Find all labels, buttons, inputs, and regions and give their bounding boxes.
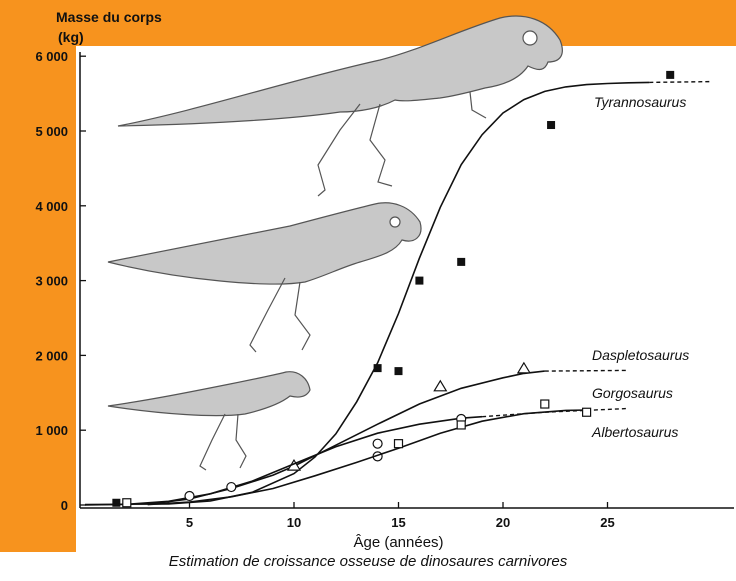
data-point xyxy=(516,361,531,374)
series-label: Albertosaurus xyxy=(591,424,678,440)
series-line xyxy=(147,409,587,506)
y-tick-label: 0 xyxy=(61,498,68,513)
series-line xyxy=(84,415,483,506)
data-point xyxy=(540,399,550,409)
x-tick-label: 15 xyxy=(391,515,405,530)
data-point xyxy=(433,379,448,392)
series-layer: Tyrannosaurus Daspletosaurus Gorgosaurus Al… xyxy=(84,70,713,508)
data-point xyxy=(457,257,466,266)
data-point xyxy=(415,276,424,285)
x-axis-label: Âge (années) xyxy=(353,534,443,551)
series-line xyxy=(84,81,650,506)
x-tick-label: 20 xyxy=(496,515,510,530)
daspletosaurus-skeleton-icon xyxy=(107,202,422,353)
labels-layer: Masse du corps (kg) Âge (années) xyxy=(56,9,444,551)
y-tick-label: 3 000 xyxy=(35,274,68,289)
data-point xyxy=(547,121,556,130)
series-extension-line xyxy=(544,369,629,372)
data-point xyxy=(122,498,132,508)
y-tick-label: 5 000 xyxy=(35,124,68,139)
series-extension-line xyxy=(482,407,629,418)
growth-chart: 0 1 000 2 000 3 000 4 000 5 000 6 000 5 10 15 20 2… xyxy=(35,9,734,551)
x-tick-label: 10 xyxy=(287,515,301,530)
data-point xyxy=(666,70,675,79)
data-point xyxy=(373,364,382,373)
gorgosaurus-skeleton-icon xyxy=(107,371,311,471)
series-label: Daspletosaurus xyxy=(592,347,689,363)
data-point xyxy=(184,490,195,502)
data-point xyxy=(394,367,403,376)
x-ticks: 5 10 15 20 25 xyxy=(186,502,615,530)
data-point xyxy=(112,498,121,507)
y-ticks: 0 1 000 2 000 3 000 4 000 5 000 6 000 xyxy=(35,49,86,513)
x-tick-label: 25 xyxy=(600,515,614,530)
data-point xyxy=(372,438,383,449)
series-extension-line xyxy=(649,80,713,84)
y-tick-label: 6 000 xyxy=(35,49,68,64)
y-axis-unit-label: (kg) xyxy=(58,29,84,45)
y-axis-label: Masse du corps xyxy=(56,9,162,25)
series-label: Tyrannosaurus xyxy=(594,94,686,110)
y-tick-label: 1 000 xyxy=(35,423,68,438)
figure-caption: Estimation de croissance osseuse de dino… xyxy=(168,553,568,570)
data-point xyxy=(226,481,237,493)
data-point xyxy=(581,407,592,417)
x-tick-label: 5 xyxy=(186,515,193,530)
data-point xyxy=(393,439,404,449)
series-albertosaurus: Albertosaurus xyxy=(122,399,678,508)
tyrannosaurus-skeleton-icon xyxy=(117,15,563,197)
series-gorgosaurus: Gorgosaurus xyxy=(84,385,673,506)
series-label: Gorgosaurus xyxy=(592,385,673,401)
y-tick-label: 4 000 xyxy=(35,199,68,214)
series-tyrannosaurus: Tyrannosaurus xyxy=(84,70,713,507)
data-point xyxy=(456,420,466,430)
y-tick-label: 2 000 xyxy=(35,348,68,363)
